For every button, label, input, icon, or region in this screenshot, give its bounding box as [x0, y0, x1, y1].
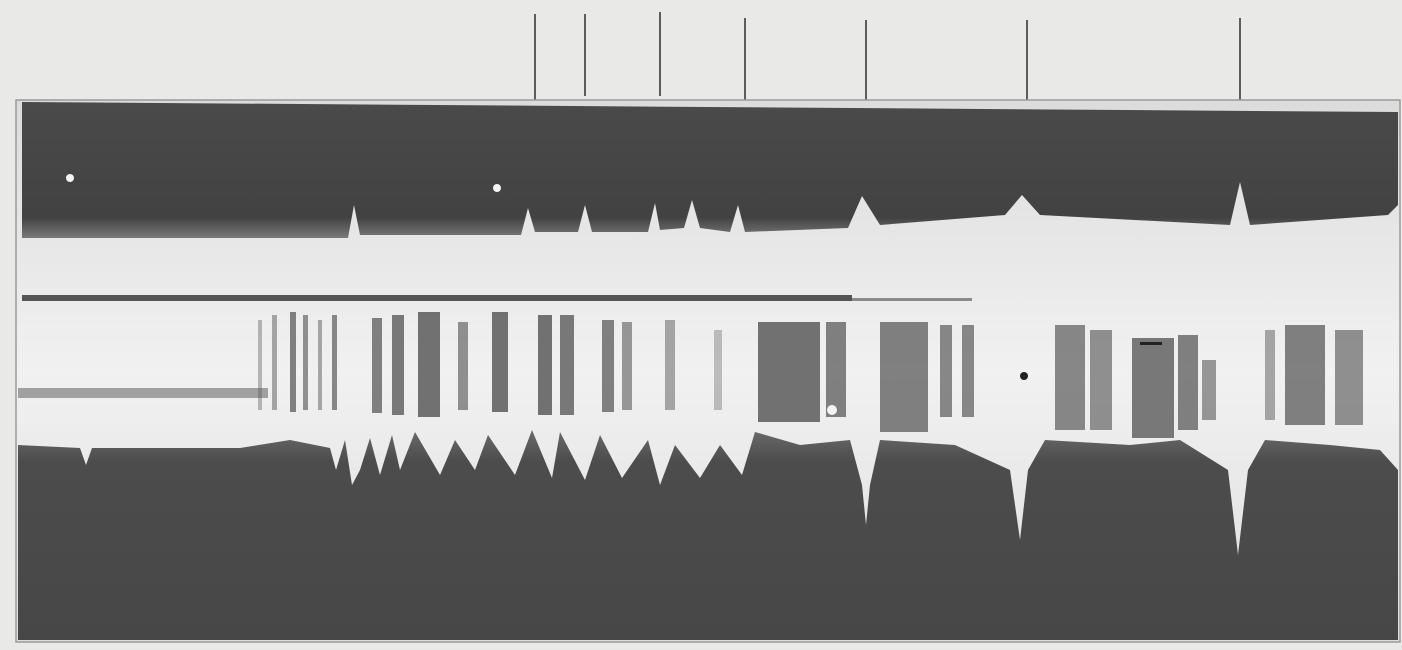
spectral-line	[458, 322, 468, 410]
spectral-line	[758, 322, 820, 422]
spectral-line	[1265, 330, 1275, 420]
spectral-line	[940, 325, 952, 417]
reference-marks	[535, 12, 1240, 102]
spectral-line	[665, 320, 675, 410]
spectral-line	[1055, 325, 1085, 430]
spectral-line	[418, 312, 440, 417]
spectral-line	[318, 320, 322, 410]
spectral-line	[1090, 330, 1112, 430]
spectral-line	[602, 320, 614, 412]
spectral-line	[258, 320, 262, 410]
spectral-line	[1132, 338, 1174, 438]
spectrum-photo	[0, 0, 1402, 650]
dark-speck	[1140, 342, 1162, 345]
spectral-line	[622, 322, 632, 410]
spectral-line	[1178, 335, 1198, 430]
dark-line-fade	[852, 298, 972, 301]
spectral-line	[392, 315, 404, 415]
spectral-line	[1202, 360, 1216, 420]
page	[0, 0, 1402, 650]
speck	[66, 174, 74, 182]
speck	[827, 405, 837, 415]
spectral-line	[290, 312, 296, 412]
spectral-line	[880, 322, 928, 432]
spectral-line	[272, 315, 277, 410]
spectral-line	[714, 330, 722, 410]
spectral-line	[492, 312, 508, 412]
dark-line	[22, 295, 852, 301]
dark-speck	[1020, 372, 1028, 380]
spectral-line	[1285, 325, 1325, 425]
spectral-line	[1335, 330, 1363, 425]
spectral-line	[826, 322, 846, 417]
spectral-line	[538, 315, 552, 415]
spectral-line	[303, 315, 308, 410]
spectral-line	[372, 318, 382, 413]
line-row	[18, 388, 268, 398]
spectral-line	[332, 315, 337, 410]
speck	[493, 184, 501, 192]
spectral-line	[560, 315, 574, 415]
spectral-line	[962, 325, 974, 417]
upper-dark-band	[22, 102, 1398, 238]
